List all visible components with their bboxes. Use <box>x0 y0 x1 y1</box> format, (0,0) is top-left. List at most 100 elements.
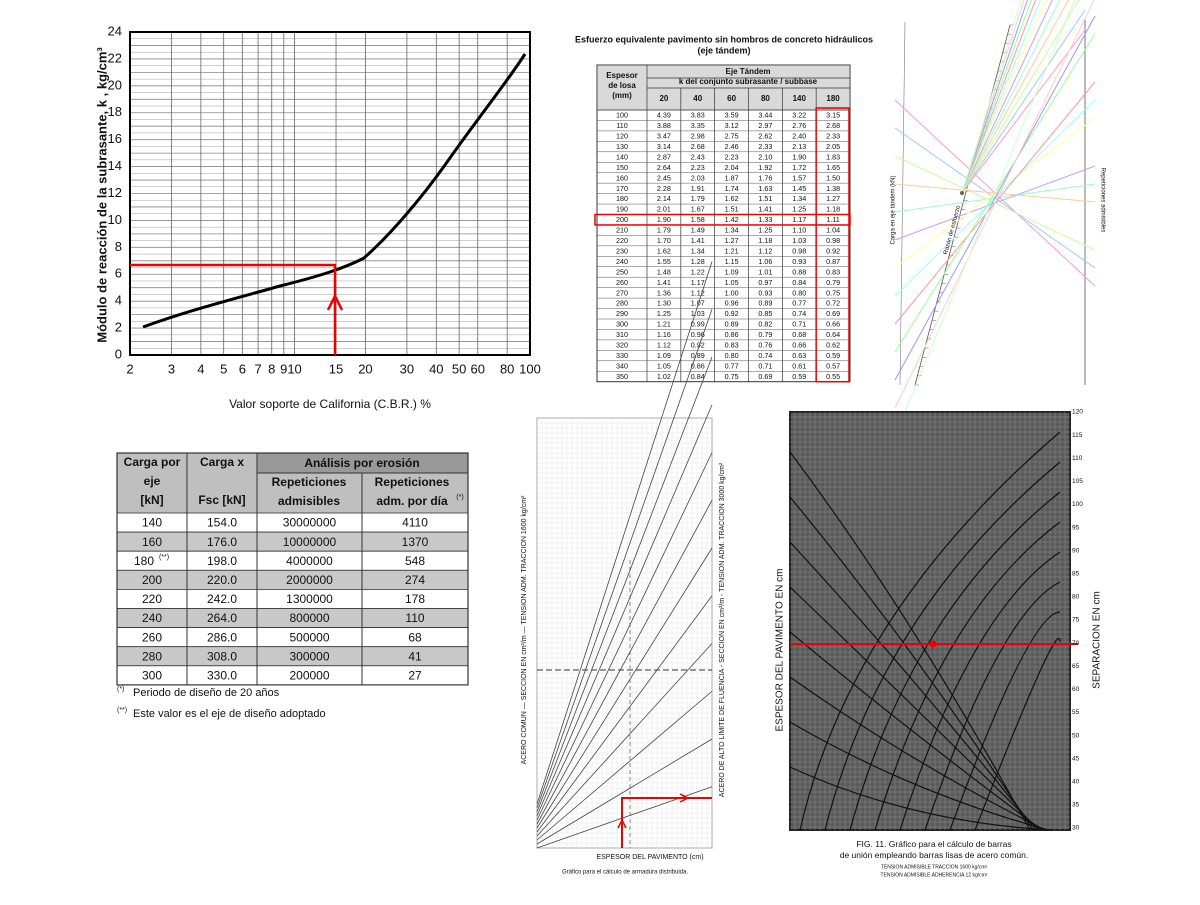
column-header: Carga por eje [kN] <box>124 455 181 507</box>
cell: 3.88 <box>657 121 671 130</box>
scale <box>914 24 1011 386</box>
x-tick-label: 2 <box>126 361 133 376</box>
cell: 1.17 <box>691 278 705 287</box>
cbr-arrow <box>326 293 344 311</box>
cell: 0.96 <box>691 330 705 339</box>
x-tick-label: 20 <box>358 361 372 376</box>
guide-line <box>961 9 1086 194</box>
x-tick-label: 50 <box>452 361 466 376</box>
guide-line <box>894 0 1095 409</box>
cell: 242.0 <box>207 592 237 606</box>
cell: 1.83 <box>826 152 840 161</box>
stress-title: Esfuerzo equivalente pavimento sin hombr… <box>575 34 873 44</box>
cell: 320 <box>616 341 628 350</box>
cell: 1.50 <box>826 173 840 182</box>
y-tick-label: 105 <box>1072 478 1083 485</box>
design-line <box>536 404 713 817</box>
cell: 340 <box>616 361 628 370</box>
cell: 264.0 <box>207 611 237 625</box>
cell: 140 <box>142 516 162 530</box>
cell: 3.59 <box>725 111 739 120</box>
cell: 300000 <box>289 649 329 663</box>
cell: 1.55 <box>657 257 671 266</box>
design-curve <box>924 581 1061 831</box>
pivot <box>960 191 964 195</box>
cell: 1.58 <box>691 215 705 224</box>
cell: 4000000 <box>286 554 333 568</box>
reading <box>621 797 712 848</box>
guide-line <box>961 0 1022 194</box>
cell: 2.68 <box>691 142 705 151</box>
cell: 0.92 <box>691 341 705 350</box>
cell: 1.90 <box>792 152 806 161</box>
design-line <box>536 595 713 833</box>
arrow <box>679 793 690 803</box>
cell: 260 <box>142 630 162 644</box>
cell: 1.62 <box>657 246 671 255</box>
note: TENSION ADMISIBLE ADHERENCIA 12 kg/cm² <box>881 872 988 878</box>
y-tick-label: 120 <box>1072 409 1083 416</box>
column-header: Análisis por erosión <box>304 456 419 470</box>
y-tick-label: 85 <box>1072 570 1080 577</box>
erosion-table: 140 154.0 30000000 4110 160 176.0 10000000 1370… <box>116 452 469 720</box>
cell: 0.59 <box>792 372 806 381</box>
cell: 0.99 <box>691 320 705 329</box>
cell: 190 <box>616 205 628 214</box>
reading-point <box>929 640 937 648</box>
cell: 3.35 <box>691 121 705 130</box>
design-line <box>536 690 713 841</box>
cell: 2.23 <box>691 163 705 172</box>
cell: 0.69 <box>826 309 840 318</box>
y-tick-label: 24 <box>108 23 122 38</box>
cell: 0.68 <box>792 330 806 339</box>
x-tick-label: 3 <box>168 361 175 376</box>
steel-chart: ACERO COMUN — SECCION EN cm²/m — TENSION… <box>521 261 726 876</box>
cell: 1.76 <box>758 173 772 182</box>
cell: 1.87 <box>725 173 739 182</box>
cell: 0.84 <box>691 372 705 381</box>
cbr-grid <box>129 31 531 356</box>
x-tick-label: 80 <box>500 361 514 376</box>
cell: 1.25 <box>758 226 772 235</box>
cell: 1.03 <box>691 309 705 318</box>
design-curve <box>799 431 1061 831</box>
tie-bar-chart: 120 115 110 105 100 95 90 85 80 75 70 65 60 55 50 45 40 3… <box>775 409 1103 879</box>
cell: 2.28 <box>657 184 671 193</box>
cell: 1.45 <box>792 184 806 193</box>
cell: 0.74 <box>758 351 772 360</box>
cell: 1.42 <box>725 215 739 224</box>
cell: 160 <box>616 173 628 182</box>
header-mark: (*) <box>456 494 463 501</box>
cell: 0.82 <box>758 320 772 329</box>
cell: 0.93 <box>758 288 772 297</box>
cell: 0.87 <box>826 257 840 266</box>
cell: 3.14 <box>657 142 671 151</box>
y-tick-label: 18 <box>108 104 122 119</box>
cell: 200 <box>616 215 628 224</box>
guide-line <box>961 0 1028 194</box>
cell: 548 <box>405 554 425 568</box>
design-line <box>536 547 713 829</box>
design-curve <box>789 676 1046 831</box>
cell: 1.09 <box>657 351 671 360</box>
cell: 0.80 <box>792 288 806 297</box>
cell: 0.57 <box>826 361 840 370</box>
border <box>116 452 469 686</box>
y-tick-label: 60 <box>1072 686 1080 693</box>
cell: 1.12 <box>691 288 705 297</box>
cell: 300 <box>616 320 628 329</box>
design-mark: (**) <box>159 554 169 561</box>
design-curve <box>899 551 1061 831</box>
cell: 350 <box>616 372 628 381</box>
header: Espesor de losa (mm) <box>606 71 638 100</box>
y-tick-label: 70 <box>1072 640 1080 647</box>
cell: 1370 <box>402 535 429 549</box>
design-curve <box>849 491 1061 831</box>
y-tick-label: 90 <box>1072 547 1080 554</box>
cell: 140 <box>616 152 628 161</box>
cell: 1.00 <box>725 288 739 297</box>
cell: 120 <box>616 132 628 141</box>
cell: 1.41 <box>691 236 705 245</box>
cell: 1.22 <box>691 267 705 276</box>
